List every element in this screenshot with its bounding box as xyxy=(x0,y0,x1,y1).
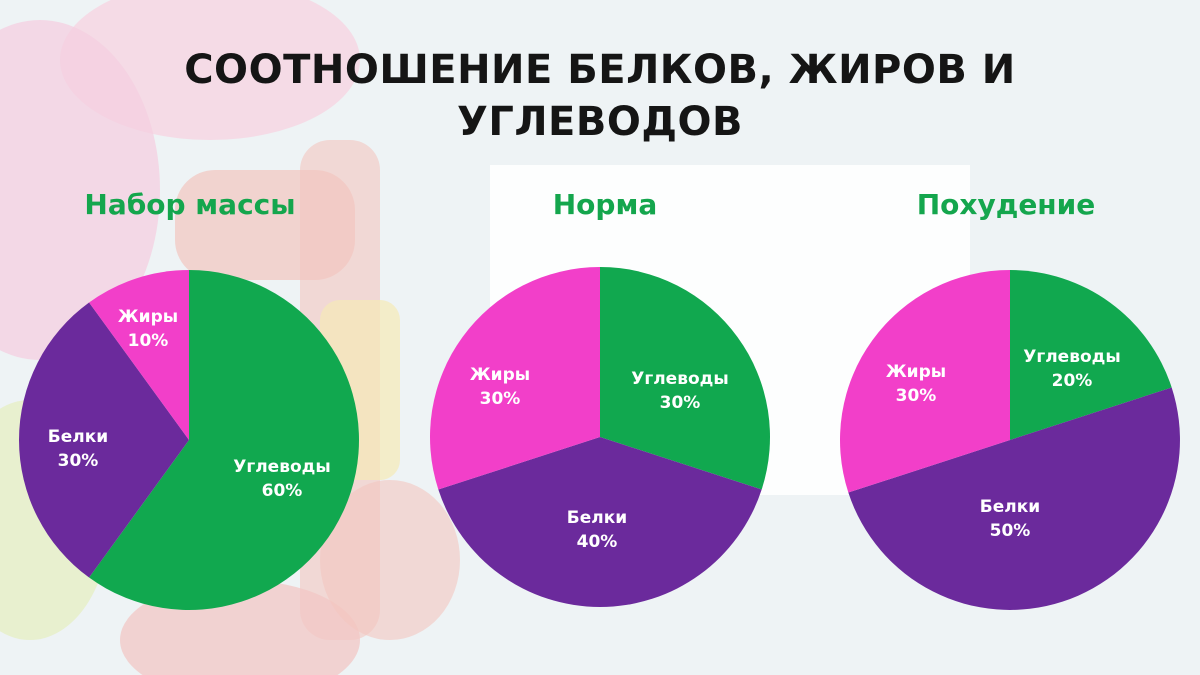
pie-chart-normal: Углеводы 30% Белки 40% Жиры 30% xyxy=(430,267,770,607)
slice-label-weight-loss-0: Углеводы xyxy=(1023,347,1121,367)
slice-value-normal-2: 30% xyxy=(480,389,521,409)
slice-value-weight-loss-1: 50% xyxy=(990,521,1031,541)
slice-label-weight-loss-1: Белки xyxy=(980,497,1040,517)
pie-slice-mass-gain-2 xyxy=(89,270,189,440)
slice-label-normal-1: Белки xyxy=(567,508,627,528)
slice-value-mass-gain-0: 60% xyxy=(262,481,303,501)
pie-slice-mass-gain-1 xyxy=(18,302,189,578)
pie-chart-weight-loss: Углеводы 20% Белки 50% Жиры 30% xyxy=(840,270,1180,610)
pie-slice-weight-loss-0 xyxy=(1010,270,1172,440)
pie-slice-normal-0 xyxy=(600,267,770,490)
slice-label-mass-gain-2: Жиры xyxy=(118,307,178,327)
slice-value-mass-gain-2: 10% xyxy=(128,331,169,351)
page-title-line-1: СООТНОШЕНИЕ БЕЛКОВ, ЖИРОВ И xyxy=(184,47,1016,93)
page-title: СООТНОШЕНИЕ БЕЛКОВ, ЖИРОВ И УГЛЕВОДОВ xyxy=(0,44,1200,148)
slice-value-weight-loss-0: 20% xyxy=(1052,371,1093,391)
pie-slice-normal-1 xyxy=(438,437,762,607)
pie-slice-mass-gain-0 xyxy=(89,270,360,611)
pie-slice-weight-loss-2 xyxy=(840,270,1010,493)
slice-value-normal-1: 40% xyxy=(577,532,618,552)
chart-title-weight-loss: Похудение xyxy=(916,188,1096,221)
pie-chart-mass-gain: Углеводы 60% Белки 30% Жиры 10% xyxy=(18,270,360,611)
chart-title-mass-gain: Набор массы xyxy=(84,188,296,221)
slice-label-mass-gain-1: Белки xyxy=(48,427,108,447)
page-title-line-2: УГЛЕВОДОВ xyxy=(457,99,743,145)
slice-value-weight-loss-2: 30% xyxy=(896,386,937,406)
slice-label-mass-gain-0: Углеводы xyxy=(233,457,331,477)
slice-label-normal-2: Жиры xyxy=(470,365,530,385)
chart-title-normal: Норма xyxy=(552,188,658,221)
pie-slice-weight-loss-1 xyxy=(848,387,1180,610)
slice-label-weight-loss-2: Жиры xyxy=(886,362,946,382)
pie-slice-normal-2 xyxy=(430,267,600,490)
slice-value-mass-gain-1: 30% xyxy=(58,451,99,471)
slice-value-normal-0: 30% xyxy=(660,393,701,413)
slice-label-normal-0: Углеводы xyxy=(631,369,729,389)
